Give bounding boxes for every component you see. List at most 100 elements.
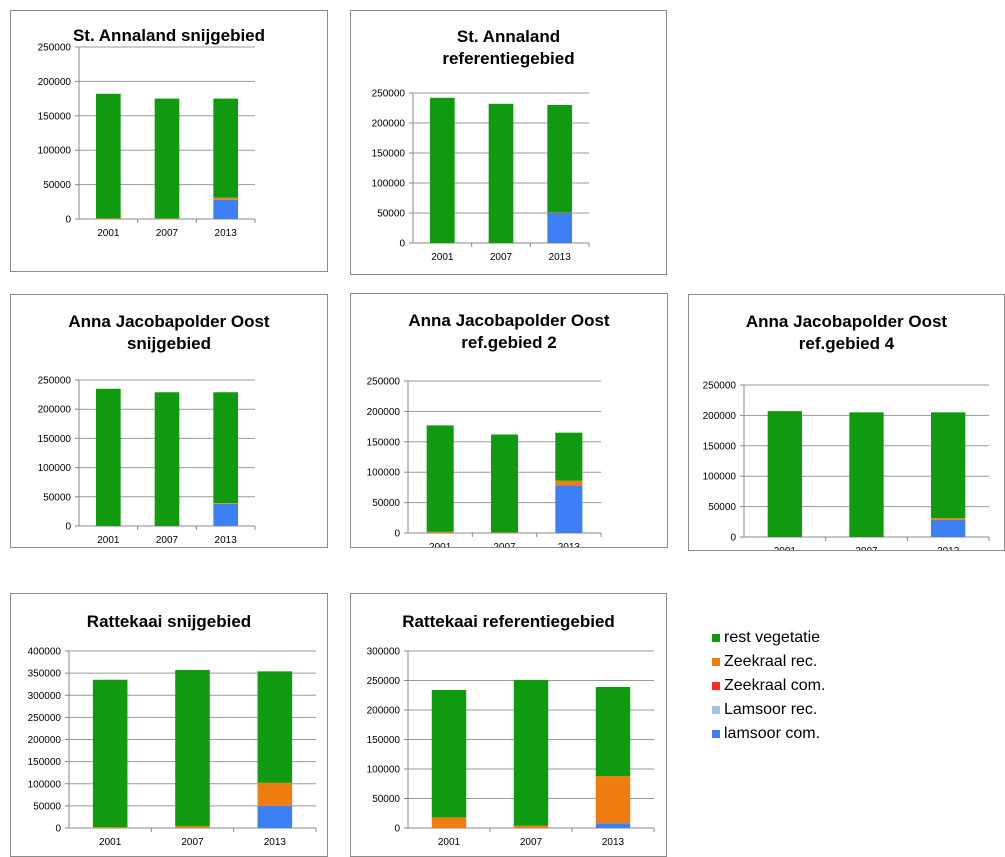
y-tick-label: 200000 <box>367 706 401 717</box>
bar-segment-lamsoor-com <box>213 503 238 526</box>
bar-segment-lamsoor-com <box>555 485 583 533</box>
y-tick-label: 300000 <box>367 647 401 658</box>
y-tick-label: 50000 <box>43 180 71 191</box>
bar-segment-rest-vegetatie <box>154 392 180 526</box>
legend-label: lamsoor com. <box>724 725 821 742</box>
bar-segment-zeekraal-rec <box>92 827 128 828</box>
x-tick-label: 2001 <box>431 252 454 263</box>
x-tick-label: 2013 <box>937 546 960 550</box>
y-tick-label: 250000 <box>372 89 406 100</box>
legend-label: Zeekraal rec. <box>724 653 818 670</box>
y-tick-label: 100000 <box>367 765 401 776</box>
y-tick-label: 50000 <box>33 801 61 812</box>
legend-item-lamsoor-rec: Lamsoor rec. <box>712 698 825 722</box>
x-tick-label: 2013 <box>558 542 581 547</box>
y-tick-label: 100000 <box>372 179 406 190</box>
bar-segment-zeekraal-rec <box>175 826 210 828</box>
bar-segment-lamsoor-com <box>595 823 631 828</box>
bar-segment-zeekraal-rec <box>96 218 121 219</box>
y-tick-label: 250000 <box>367 377 401 388</box>
bar-segment-lamsoor-com <box>931 519 966 537</box>
bar-segment-rest-vegetatie <box>767 411 802 537</box>
y-tick-label: 150000 <box>28 757 62 768</box>
y-tick-label: 150000 <box>38 434 72 445</box>
bar-segment-rest-vegetatie <box>490 434 519 533</box>
bar-segment-zeekraal-rec <box>431 817 467 828</box>
y-tick-label: 200000 <box>367 407 401 418</box>
bar-segment-rest-vegetatie <box>595 686 631 777</box>
bar-segment-zeekraal-rec <box>595 776 631 824</box>
legend-item-rest-vegetatie: rest vegetatie <box>712 626 825 650</box>
y-tick-label: 150000 <box>367 735 401 746</box>
legend-swatch <box>712 706 720 714</box>
bar-segment-zeekraal-rec <box>547 212 572 213</box>
y-tick-label: 50000 <box>377 209 405 220</box>
bar-segment-rest-vegetatie <box>213 98 238 198</box>
legend-label: rest vegetatie <box>724 629 821 646</box>
chart-legend: rest vegetatie Zeekraal rec. Zeekraal com.… <box>712 626 825 746</box>
y-tick-label: 250000 <box>38 376 72 387</box>
x-tick-label: 2013 <box>215 535 238 546</box>
x-tick-label: 2001 <box>99 837 122 848</box>
y-tick-label: 250000 <box>367 676 401 687</box>
y-tick-label: 50000 <box>372 794 400 805</box>
x-tick-label: 2013 <box>215 228 238 239</box>
y-tick-label: 0 <box>399 239 405 250</box>
chart-panel-rattekaai-snijgebied: Rattekaai snijgebied 0 50000 100000 150000 2… <box>10 593 328 857</box>
y-tick-label: 150000 <box>372 149 406 160</box>
x-tick-label: 2013 <box>264 837 287 848</box>
legend-item-zeekraal-rec: Zeekraal rec. <box>712 650 825 674</box>
bar-segment-zeekraal-rec <box>490 532 519 533</box>
bar-segment-zeekraal-rec <box>426 531 454 533</box>
x-tick-label: 2007 <box>493 542 516 547</box>
y-tick-label: 0 <box>65 215 71 226</box>
chart-title: Rattekaai snijgebied <box>86 612 252 631</box>
bar-segment-rest-vegetatie <box>96 93 121 219</box>
y-tick-label: 100000 <box>703 472 737 483</box>
y-tick-label: 200000 <box>38 77 72 88</box>
chart-plot: 0 50000 100000 150000 200000 250000 300000 3500… <box>28 647 317 848</box>
y-tick-label: 50000 <box>372 498 400 509</box>
y-tick-label: 100000 <box>28 779 62 790</box>
chart-title: Rattekaai referentiegebied <box>402 612 615 631</box>
bar-segment-zeekraal-rec <box>513 825 549 828</box>
bar-segment-rest-vegetatie <box>213 392 238 504</box>
chart-plot: 0 50000 100000 150000 200000 250000 2001 2007 20… <box>703 381 990 550</box>
x-tick-label: 2007 <box>490 252 513 263</box>
legend-item-lamsoor-com: lamsoor com. <box>712 722 825 746</box>
y-tick-label: 350000 <box>28 669 62 680</box>
x-tick-label: 2001 <box>429 542 452 547</box>
y-tick-label: 300000 <box>28 691 62 702</box>
bar-segment-zeekraal-rec <box>154 218 180 219</box>
y-tick-label: 250000 <box>38 43 72 54</box>
y-tick-label: 200000 <box>28 735 62 746</box>
chart-plot: 0 50000 100000 150000 200000 250000 2001 2007 20… <box>38 376 256 546</box>
chart-panel-st-annaland-referentiegebied: St. Annaland referentiegebied 0 50000 10000… <box>350 10 667 275</box>
bar-segment-rest-vegetatie <box>849 412 884 537</box>
bar-segment-rest-vegetatie <box>92 679 128 828</box>
chart-title: St. Annaland referentiegebied <box>442 27 575 68</box>
y-tick-label: 100000 <box>38 146 72 157</box>
y-tick-label: 400000 <box>28 647 62 658</box>
chart-panel-anna-jacobapolder-oost-snijgebied: Anna Jacobapolder Oost snijgebied 0 50000 1… <box>10 294 328 548</box>
x-tick-label: 2007 <box>855 546 878 550</box>
y-tick-label: 250000 <box>28 713 62 724</box>
y-tick-label: 0 <box>394 529 400 540</box>
x-tick-label: 2007 <box>520 837 543 848</box>
y-tick-label: 0 <box>394 824 400 835</box>
x-tick-label: 2001 <box>438 837 461 848</box>
bar-segment-zeekraal-rec <box>213 503 238 504</box>
bar-segment-rest-vegetatie <box>426 425 454 532</box>
y-tick-label: 0 <box>730 533 736 544</box>
x-tick-label: 2007 <box>156 228 179 239</box>
bar-segment-lamsoor-com <box>213 199 238 219</box>
chart-plot: 0 50000 100000 150000 200000 250000 2001 2007 20… <box>367 377 602 547</box>
bar-segment-rest-vegetatie <box>154 98 180 219</box>
y-tick-label: 250000 <box>703 381 737 392</box>
y-tick-label: 200000 <box>38 405 72 416</box>
bar-segment-zeekraal-rec <box>555 480 583 486</box>
chart-panel-anna-jacobapolder-oost-ref-gebied-4: Anna Jacobapolder Oost ref.gebied 4 0 5000… <box>688 294 1005 551</box>
y-tick-label: 0 <box>65 522 71 533</box>
y-tick-label: 50000 <box>708 502 736 513</box>
x-tick-label: 2001 <box>774 546 797 550</box>
